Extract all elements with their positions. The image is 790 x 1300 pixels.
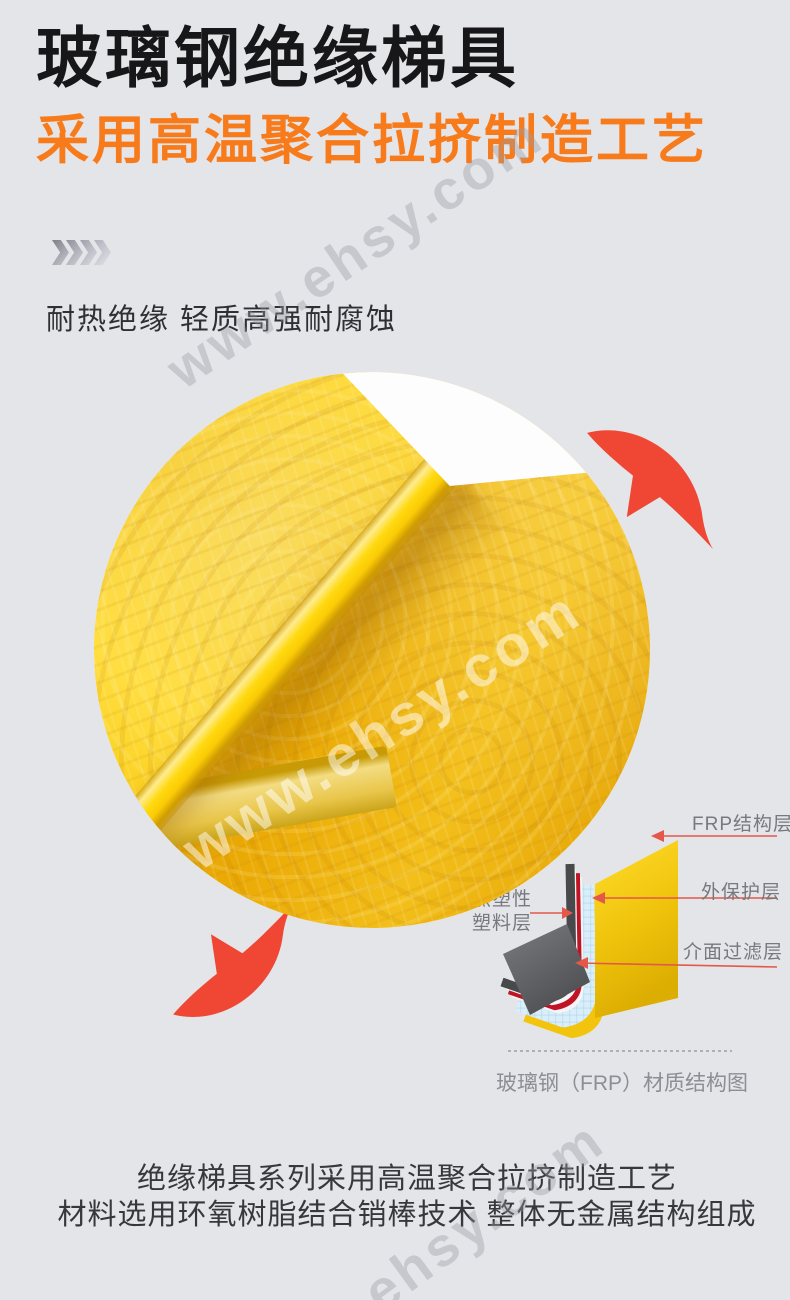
diagram-gray-face (503, 924, 590, 1015)
chevron-right-icon (66, 240, 83, 265)
footer-description: 绝缘梯具系列采用高温聚合拉挤制造工艺 材料选用环氧树脂结合销棒技术 整体无金属结… (12, 1162, 790, 1234)
tagline: 耐热绝缘 轻质高强耐腐蚀 (46, 304, 398, 336)
page-title: 玻璃钢绝缘梯具 (36, 21, 519, 95)
footer-line-1: 绝缘梯具系列采用高温聚合拉挤制造工艺 (136, 1163, 677, 1195)
frp-structure-diagram (500, 830, 778, 1052)
footer-line-2: 材料选用环氧树脂结合销棒技术 整体无金属结构组成 (57, 1198, 757, 1231)
diagram-caption: 玻璃钢（FRP）材质结构图 (496, 1072, 748, 1095)
chevron-right-icon (94, 240, 111, 265)
product-photo-circle (94, 372, 650, 928)
page-subtitle: 采用高温聚合拉挤制造工艺 (36, 111, 708, 170)
diagram-label-outer: 外保护层 (701, 882, 782, 903)
chevron-group (52, 240, 111, 265)
chevron-right-icon (52, 240, 69, 265)
chevron-right-icon (80, 240, 97, 265)
diagram-label-filter: 介面过滤层 (683, 942, 784, 963)
diagram-label-frp: FRP结构层 (692, 814, 790, 835)
curved-arrow-icon (173, 903, 293, 1017)
